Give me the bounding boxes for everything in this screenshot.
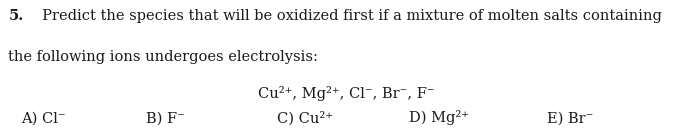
- Text: B) F⁻: B) F⁻: [146, 111, 184, 125]
- Text: A) Cl⁻: A) Cl⁻: [21, 111, 65, 125]
- Text: Predict the species that will be oxidized first if a mixture of molten salts con: Predict the species that will be oxidize…: [33, 9, 662, 23]
- Text: 5.: 5.: [8, 9, 24, 23]
- Text: C) Cu²⁺: C) Cu²⁺: [277, 111, 333, 125]
- Text: Cu²⁺, Mg²⁺, Cl⁻, Br⁻, F⁻: Cu²⁺, Mg²⁺, Cl⁻, Br⁻, F⁻: [258, 86, 435, 101]
- Text: the following ions undergoes electrolysis:: the following ions undergoes electrolysi…: [8, 50, 318, 64]
- Text: E) Br⁻: E) Br⁻: [547, 111, 594, 125]
- Text: D) Mg²⁺: D) Mg²⁺: [409, 110, 469, 125]
